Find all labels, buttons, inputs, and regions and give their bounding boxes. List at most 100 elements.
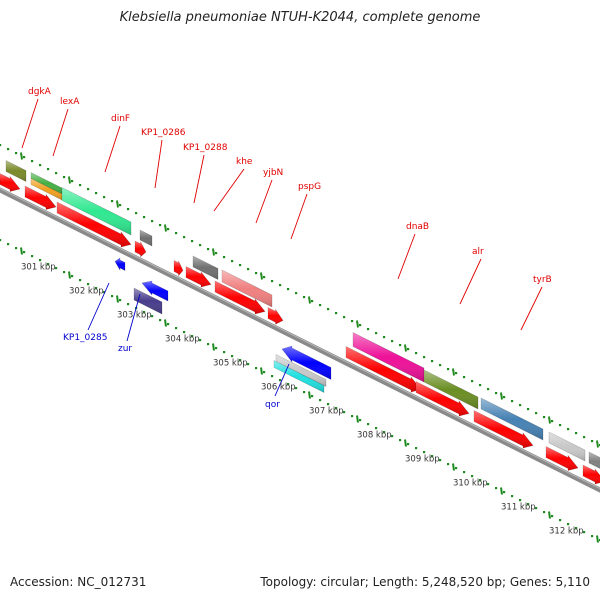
scale-tick bbox=[596, 535, 599, 543]
scale-dot bbox=[559, 519, 562, 522]
feature-labels: 301 kbp 302 kbp 303 kbp 304 kbp 305 kbp 306 k… bbox=[21, 87, 584, 537]
scale-dot bbox=[199, 339, 202, 342]
leader-line bbox=[87, 282, 110, 331]
scale-dot bbox=[23, 156, 26, 159]
leader-line bbox=[21, 98, 39, 149]
scale-dot bbox=[255, 272, 258, 275]
scale-dot bbox=[551, 515, 554, 518]
scale-dot bbox=[271, 375, 274, 378]
scale-dot bbox=[319, 399, 322, 402]
scale-dot bbox=[0, 239, 2, 242]
scale-dot bbox=[231, 355, 234, 358]
scale-dot bbox=[7, 148, 10, 151]
scale-dot bbox=[303, 391, 306, 394]
scale-dot bbox=[399, 439, 402, 442]
scale-dot bbox=[399, 344, 402, 347]
scale-dot bbox=[255, 367, 258, 370]
scale-dot bbox=[247, 363, 250, 366]
label-leader-lines bbox=[21, 98, 543, 397]
scale-tick bbox=[260, 367, 263, 375]
scale-dot bbox=[215, 252, 218, 255]
scale-dot bbox=[39, 164, 42, 167]
gene-label: KP1_0288 bbox=[183, 143, 228, 153]
gene-box-unnamed-2-shade bbox=[589, 452, 600, 469]
scale-tick bbox=[212, 248, 215, 256]
scale-label: 310 kbp bbox=[453, 479, 488, 489]
feature-tracks bbox=[0, 160, 600, 485]
cds-forward-8-shade bbox=[268, 307, 283, 325]
scale-dot bbox=[71, 180, 74, 183]
leader-line bbox=[520, 286, 543, 331]
scale-dot bbox=[71, 275, 74, 278]
scale-dot bbox=[503, 396, 506, 399]
scale-dot bbox=[263, 276, 266, 279]
scale-tick bbox=[212, 343, 215, 351]
cds-forward-4 bbox=[134, 240, 147, 258]
gene-box-qor-b-shade bbox=[274, 360, 324, 393]
scale-dot bbox=[343, 411, 346, 414]
scale-dot bbox=[487, 388, 490, 391]
scale-dot bbox=[575, 432, 578, 435]
scale-dot bbox=[455, 467, 458, 470]
scale-dot bbox=[479, 384, 482, 387]
cds-forward-1 bbox=[0, 173, 21, 192]
scale-dot bbox=[327, 308, 330, 311]
scale-dot bbox=[487, 483, 490, 486]
scale-tick bbox=[452, 463, 455, 471]
scale-label: 312 kbp bbox=[549, 527, 584, 537]
cds-forward-10-shade bbox=[416, 381, 469, 416]
gene-box-KP1_0286 bbox=[139, 229, 153, 247]
gene-box-qor-a-shade bbox=[276, 354, 326, 387]
scale-dot bbox=[247, 268, 250, 271]
gene-box-unnamed-2 bbox=[588, 451, 600, 469]
cds-forward-7 bbox=[214, 280, 266, 315]
cds-forward-11-shade bbox=[474, 410, 533, 448]
scale-dot bbox=[543, 511, 546, 514]
leader-line bbox=[397, 233, 416, 280]
scale-dot bbox=[583, 436, 586, 439]
cds-forward-2 bbox=[24, 185, 57, 210]
leader-line bbox=[255, 179, 273, 224]
scale-dot bbox=[391, 340, 394, 343]
scale-tick bbox=[116, 295, 119, 303]
scale-dot bbox=[351, 320, 354, 323]
scale-label: 304 kbp bbox=[165, 335, 200, 345]
scale-dot bbox=[143, 311, 146, 314]
scale-dot bbox=[175, 327, 178, 330]
scale-dot bbox=[215, 347, 218, 350]
cds-reverse-2 bbox=[141, 280, 169, 302]
scale-dot bbox=[183, 236, 186, 239]
scale-dot bbox=[127, 303, 130, 306]
backbone-highlight bbox=[0, 187, 600, 490]
scale-dot bbox=[407, 443, 410, 446]
scale-dot bbox=[239, 359, 242, 362]
cds-forward-12-shade bbox=[546, 446, 578, 471]
cds-forward-5-shade bbox=[174, 260, 183, 276]
cds-forward-13 bbox=[582, 464, 600, 485]
scale-dot bbox=[375, 427, 378, 430]
scale-label: 311 kbp bbox=[501, 503, 536, 513]
scale-dot bbox=[527, 503, 530, 506]
leader-line bbox=[154, 139, 163, 189]
scale-dot bbox=[519, 499, 522, 502]
scale-dot bbox=[455, 372, 458, 375]
leader-line bbox=[459, 258, 482, 305]
cds-forward-9-shade bbox=[346, 346, 421, 392]
genome-summary: Topology: circular; Length: 5,248,520 bp… bbox=[260, 575, 590, 589]
scale-dot bbox=[319, 304, 322, 307]
scale-dot bbox=[271, 280, 274, 283]
scale-dot bbox=[471, 380, 474, 383]
scale-dot bbox=[567, 428, 570, 431]
cds-forward-10 bbox=[415, 381, 470, 417]
gene-label: alr bbox=[472, 247, 484, 257]
leader-line bbox=[290, 193, 308, 240]
scale-dot bbox=[191, 335, 194, 338]
scale-dot bbox=[47, 263, 50, 266]
scale-tick bbox=[164, 319, 167, 327]
cds-reverse-qor-shade bbox=[282, 346, 331, 380]
scale-dot bbox=[543, 416, 546, 419]
scale-dot bbox=[143, 216, 146, 219]
scale-dot bbox=[223, 256, 226, 259]
scale-dot-tracks bbox=[0, 144, 600, 543]
